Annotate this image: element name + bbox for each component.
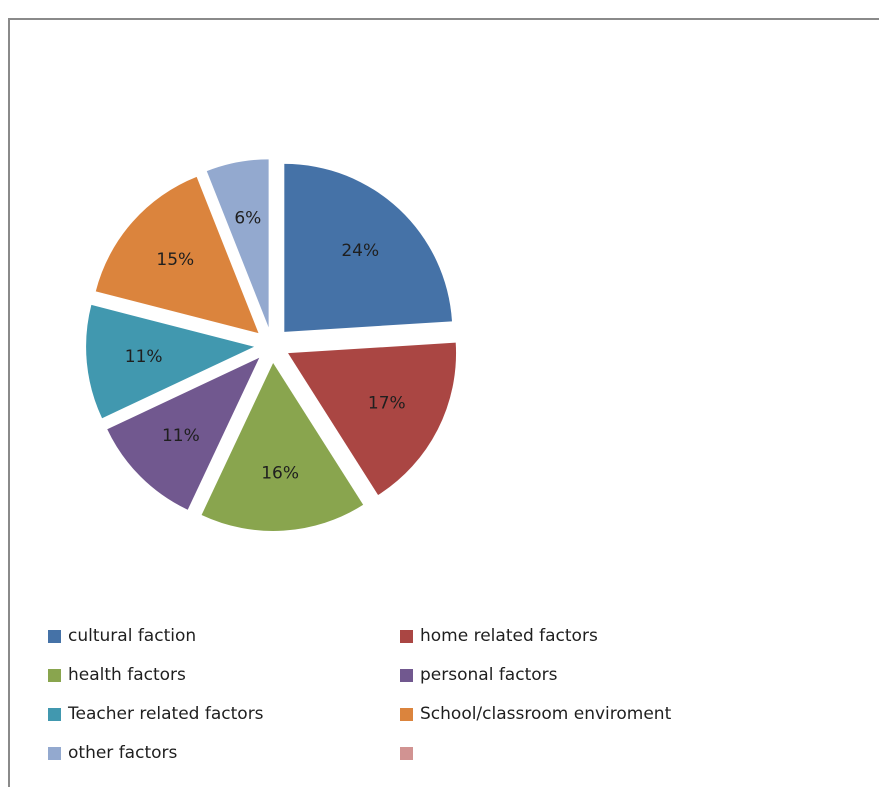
legend-swatch bbox=[48, 629, 61, 643]
legend-swatch bbox=[48, 707, 61, 721]
slice-value-label: 15% bbox=[156, 250, 194, 270]
slice-value-label: 6% bbox=[234, 208, 261, 228]
legend-label: health factors bbox=[68, 665, 186, 685]
legend-item: Teacher related factors bbox=[48, 704, 400, 724]
pie-slice-3 bbox=[201, 362, 364, 531]
legend-swatch bbox=[48, 668, 61, 682]
legend-swatch bbox=[400, 746, 413, 760]
legend-swatch bbox=[400, 707, 413, 721]
legend-label: personal factors bbox=[420, 665, 558, 685]
legend-label: cultural faction bbox=[68, 626, 197, 646]
legend-label: School/classroom enviroment bbox=[420, 704, 672, 724]
slice-value-label: 24% bbox=[341, 241, 379, 261]
slice-value-label: 11% bbox=[162, 426, 200, 446]
legend-item: cultural faction bbox=[48, 626, 400, 646]
legend-swatch bbox=[48, 746, 61, 760]
pie-value-labels: 24% 17% 16% 11% 11% 15% 6% bbox=[125, 208, 406, 483]
pie-slice-5 bbox=[86, 304, 255, 419]
pie-slice-7 bbox=[206, 159, 269, 328]
legend-item: personal factors bbox=[400, 665, 760, 685]
legend-item bbox=[400, 743, 760, 763]
legend-item: School/classroom enviroment bbox=[400, 704, 760, 724]
legend-item: home related factors bbox=[400, 626, 760, 646]
legend: cultural faction home related factors heal… bbox=[48, 626, 808, 763]
pie-slice-1 bbox=[284, 163, 452, 332]
legend-label: other factors bbox=[68, 743, 178, 763]
legend-label: home related factors bbox=[420, 626, 598, 646]
legend-item: other factors bbox=[48, 743, 400, 763]
slice-value-label: 17% bbox=[368, 394, 406, 414]
pie-slice-4 bbox=[107, 357, 260, 510]
pie-slice-6 bbox=[95, 176, 259, 334]
pie-slice-2 bbox=[288, 342, 457, 496]
slice-value-label: 16% bbox=[261, 464, 299, 484]
pie-slices bbox=[86, 159, 457, 531]
legend-item: health factors bbox=[48, 665, 400, 685]
slice-value-label: 11% bbox=[125, 347, 163, 367]
legend-swatch bbox=[400, 629, 413, 643]
legend-label: Teacher related factors bbox=[68, 704, 264, 724]
legend-swatch bbox=[400, 668, 413, 682]
